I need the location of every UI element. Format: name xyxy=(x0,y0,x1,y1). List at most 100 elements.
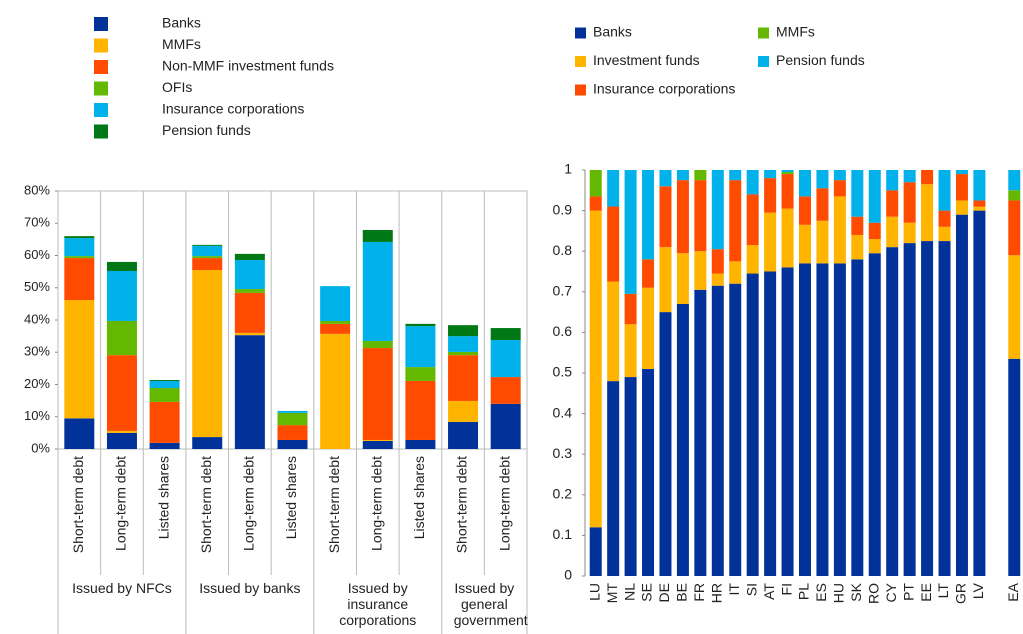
y-tick-label: 0.3 xyxy=(553,445,573,461)
x-tick-label: PT xyxy=(900,583,916,601)
legend-swatch xyxy=(94,17,108,31)
bar-segment xyxy=(192,256,223,259)
y-tick-label: 0.5 xyxy=(553,364,573,380)
x-tick-label: AT xyxy=(761,583,777,600)
x-tick-label: NL xyxy=(621,583,637,601)
legend-swatch xyxy=(94,124,108,139)
bar-segment xyxy=(490,403,521,449)
legend-swatch xyxy=(94,60,108,74)
bar-segment xyxy=(781,174,794,209)
bar-segment xyxy=(746,194,759,246)
bar-segment xyxy=(764,178,777,213)
bar-segment xyxy=(64,418,95,449)
bar-segment xyxy=(799,263,811,576)
x-tick-label: RO xyxy=(865,583,881,604)
bar-segment xyxy=(694,180,707,252)
bar-segment xyxy=(816,188,829,221)
bar-segment xyxy=(781,170,794,173)
bar-segment xyxy=(448,400,479,422)
bar-segment xyxy=(938,241,951,577)
x-tick-label: SE xyxy=(639,583,655,602)
y-tick-label: 1 xyxy=(564,161,572,177)
bar-segment xyxy=(362,439,393,441)
bar-segment xyxy=(833,170,846,181)
bar-segment xyxy=(851,216,864,235)
y-tick-label: 0.9 xyxy=(553,201,573,217)
bar-segment xyxy=(192,244,223,246)
x-tick-label: Short-term debt xyxy=(198,456,214,553)
legend-label: MMFs xyxy=(776,24,815,40)
bar-segment xyxy=(694,170,707,181)
bar-segment xyxy=(886,190,899,217)
bar-segment xyxy=(405,380,436,440)
y-tick-label: 30% xyxy=(24,344,50,359)
bar-segment xyxy=(320,333,351,449)
bar-segment xyxy=(149,379,180,381)
bar-segment xyxy=(764,212,777,272)
bar-segment xyxy=(903,170,916,183)
x-tick-label: Listed shares xyxy=(283,456,299,539)
bar-segment xyxy=(816,170,829,189)
y-tick-label: 0.8 xyxy=(553,242,573,258)
bar-segment xyxy=(659,247,672,313)
bar-segment xyxy=(711,249,724,274)
bar-segment xyxy=(781,267,794,576)
x-tick-label: GR xyxy=(953,583,969,604)
bar-segment xyxy=(320,286,351,321)
x-tick-label: ES xyxy=(813,583,829,602)
bar-segment xyxy=(903,182,916,223)
bar-segment xyxy=(607,381,620,576)
bar-segment xyxy=(405,367,436,381)
bar-segment xyxy=(607,170,620,207)
bar-segment xyxy=(1008,200,1021,256)
legend-label: Investment funds xyxy=(593,52,700,68)
legend-label: Banks xyxy=(593,24,632,40)
bar-segment xyxy=(868,239,881,254)
bar-segment xyxy=(973,206,986,211)
y-tick-label: 20% xyxy=(24,376,50,391)
bar-segment xyxy=(589,210,602,528)
x-tick-label: Long-term debt xyxy=(496,456,512,551)
legend-label: OFIs xyxy=(162,79,192,95)
x-tick-label: DE xyxy=(656,583,672,602)
y-tick-label: 60% xyxy=(24,247,50,262)
bar-segment xyxy=(1008,255,1021,359)
y-tick-label: 50% xyxy=(24,279,50,294)
bar-segment xyxy=(106,355,137,431)
bar-segment xyxy=(746,245,759,274)
bar-segment xyxy=(64,236,95,239)
bar-segment xyxy=(938,170,951,211)
bar-segment xyxy=(64,258,95,301)
bar-segment xyxy=(921,241,934,577)
y-tick-label: 0.1 xyxy=(553,526,573,542)
x-tick-label: Long-term debt xyxy=(241,456,257,551)
bar-segment xyxy=(106,270,137,321)
bar-segment xyxy=(149,380,180,389)
y-tick-label: 40% xyxy=(24,311,50,326)
bar-segment xyxy=(192,245,223,257)
bar-segment xyxy=(799,196,811,225)
bar-segment xyxy=(973,200,986,207)
bar-segment xyxy=(490,339,521,378)
bar-segment xyxy=(642,368,655,576)
bar-segment xyxy=(362,230,393,242)
x-tick-label: EA xyxy=(1005,582,1021,601)
bar-segment xyxy=(277,439,308,449)
bar-segment xyxy=(659,170,672,187)
bar-segment xyxy=(746,273,759,576)
bar-segment xyxy=(362,340,393,349)
legend-swatch xyxy=(575,27,586,39)
bar-segment xyxy=(833,196,846,264)
bar-segment xyxy=(868,222,881,240)
x-tick-label: Short-term debt xyxy=(454,456,470,553)
bar-segment xyxy=(729,261,742,284)
x-tick-label: Short-term debt xyxy=(326,456,342,553)
x-tick-label: Long-term debt xyxy=(368,456,384,551)
bar-segment xyxy=(868,253,881,577)
bar-segment xyxy=(676,303,689,576)
bar-segment xyxy=(149,388,180,402)
x-tick-label: LT xyxy=(935,583,951,599)
bar-segment xyxy=(868,170,881,223)
y-tick-label: 70% xyxy=(24,215,50,230)
bar-segment xyxy=(676,253,689,304)
